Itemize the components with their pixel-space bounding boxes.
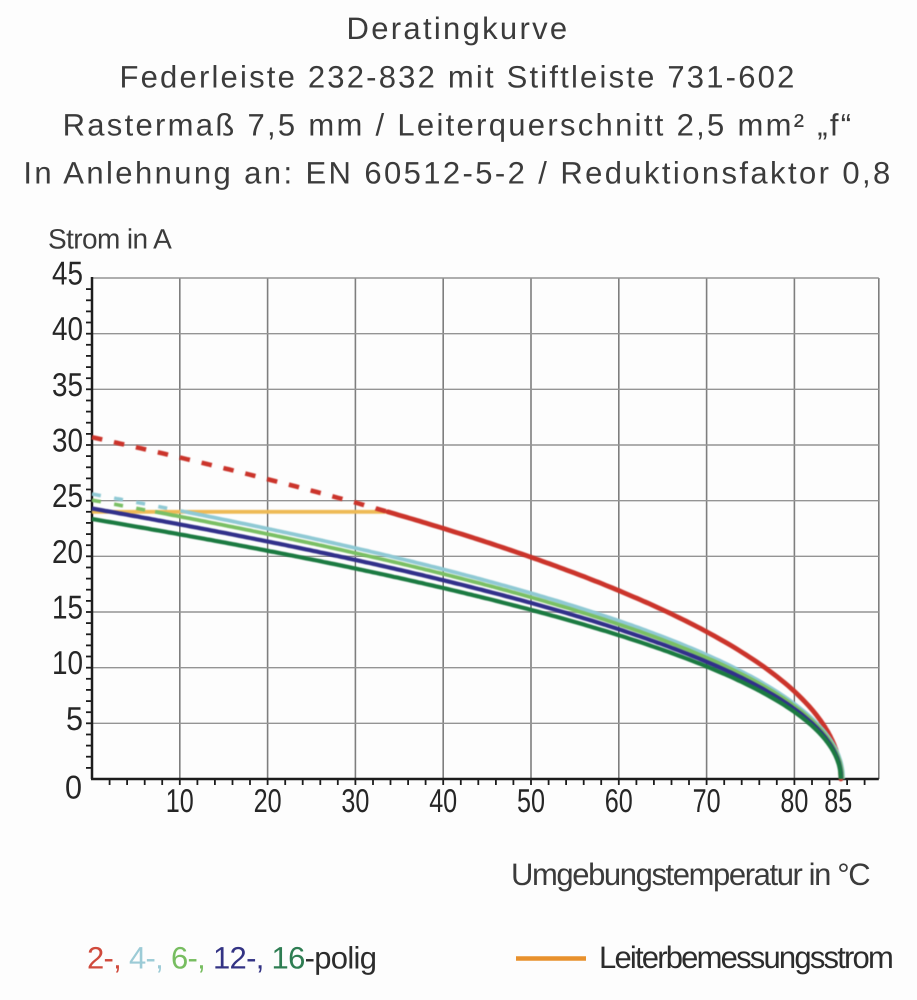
svg-text:Federleiste 232-832 mit Stiftl: Federleiste 232-832 mit Stiftleiste 731-… bbox=[119, 60, 796, 95]
svg-text:2-, 4-, 6-, 12-, 16-polig: 2-, 4-, 6-, 12-, 16-polig bbox=[87, 941, 376, 976]
svg-text:50: 50 bbox=[517, 782, 545, 819]
svg-text:20: 20 bbox=[254, 782, 282, 819]
svg-text:30: 30 bbox=[52, 422, 83, 459]
svg-text:In Anlehnung an: EN 60512-5-2: In Anlehnung an: EN 60512-5-2 / Reduktio… bbox=[23, 156, 892, 191]
svg-text:45: 45 bbox=[52, 255, 83, 292]
svg-text:40: 40 bbox=[52, 310, 83, 347]
svg-text:Leiterbemessungsstrom: Leiterbemessungsstrom bbox=[599, 940, 892, 975]
svg-text:15: 15 bbox=[52, 589, 83, 626]
svg-text:0: 0 bbox=[65, 769, 82, 806]
svg-text:35: 35 bbox=[52, 366, 83, 403]
svg-text:Strom in A: Strom in A bbox=[48, 224, 172, 255]
svg-text:10: 10 bbox=[52, 644, 83, 681]
svg-text:60: 60 bbox=[605, 782, 633, 819]
svg-text:Deratingkurve: Deratingkurve bbox=[347, 11, 570, 46]
svg-text:Rastermaß 7,5 mm / Leiterquers: Rastermaß 7,5 mm / Leiterquerschnitt 2,5… bbox=[63, 108, 854, 143]
svg-text:30: 30 bbox=[341, 782, 369, 819]
svg-text:5: 5 bbox=[66, 700, 83, 737]
svg-text:Umgebungstemperatur in °C: Umgebungstemperatur in °C bbox=[511, 857, 870, 892]
svg-text:25: 25 bbox=[52, 477, 83, 514]
svg-text:20: 20 bbox=[52, 533, 83, 570]
svg-text:10: 10 bbox=[166, 782, 194, 819]
svg-text:40: 40 bbox=[429, 782, 457, 819]
svg-text:85: 85 bbox=[824, 782, 852, 819]
svg-text:70: 70 bbox=[693, 782, 721, 819]
svg-text:80: 80 bbox=[780, 782, 808, 819]
